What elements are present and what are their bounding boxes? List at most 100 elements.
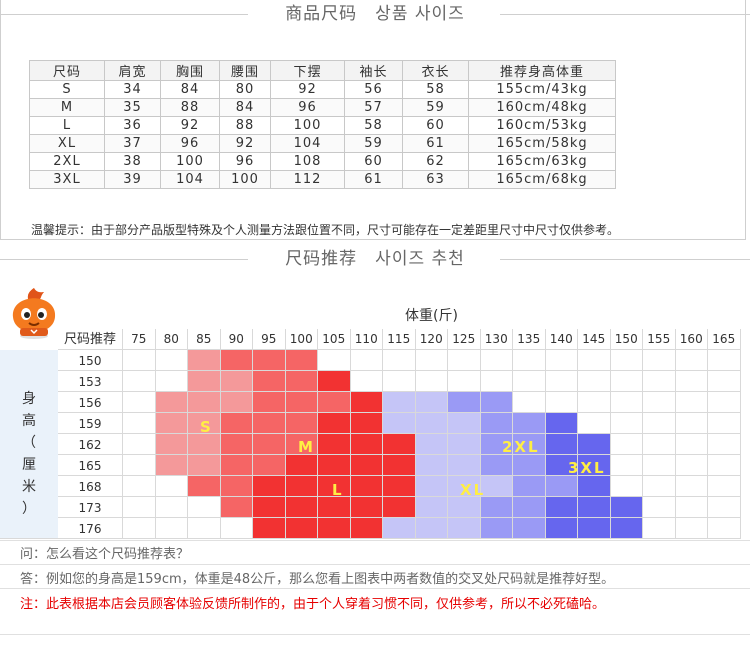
table-cell: 84 <box>160 80 220 99</box>
grid-cell <box>155 350 188 371</box>
size-table-header-cell: 衣长 <box>402 60 469 81</box>
height-label-char: 身 <box>22 391 36 407</box>
table-cell: 38 <box>104 152 161 171</box>
table-cell: 58 <box>344 116 403 135</box>
grid-cell <box>675 497 708 518</box>
grid-cell <box>708 350 741 371</box>
grid-cell <box>350 434 383 455</box>
grid-cell <box>318 455 351 476</box>
grid-cell <box>253 476 286 497</box>
height-label-char: 米 <box>22 479 36 495</box>
table-cell: 92 <box>270 80 345 99</box>
grid-cell <box>578 455 611 476</box>
grid-cell <box>545 497 578 518</box>
grid-cell <box>708 476 741 497</box>
grid-cell <box>708 497 741 518</box>
grid-cell <box>220 350 253 371</box>
grid-cell <box>285 392 318 413</box>
grid-cell <box>123 518 156 539</box>
table-cell: 100 <box>219 170 271 189</box>
height-header-cell: 153 <box>58 371 123 392</box>
grid-cell <box>253 413 286 434</box>
table-cell: 88 <box>160 98 220 117</box>
grid-cell <box>578 518 611 539</box>
grid-cell <box>545 455 578 476</box>
table-cell: 37 <box>104 134 161 153</box>
size-chart-title: 商品尺码 상품 사이즈 <box>0 2 750 26</box>
grid-cell <box>480 455 513 476</box>
height-header-cell: 162 <box>58 434 123 455</box>
grid-cell <box>415 371 448 392</box>
grid-cell <box>220 371 253 392</box>
table-cell: 35 <box>104 98 161 117</box>
height-header-cell: 150 <box>58 350 123 371</box>
height-header-cell: 159 <box>58 413 123 434</box>
table-cell: 104 <box>160 170 220 189</box>
table-cell: 57 <box>344 98 403 117</box>
grid-cell <box>253 497 286 518</box>
grid-cell <box>448 518 481 539</box>
grid-cell <box>513 518 546 539</box>
size-table-header-cell: 腰围 <box>219 60 271 81</box>
grid-cell <box>578 434 611 455</box>
grid-cell <box>253 392 286 413</box>
grid-cell <box>545 434 578 455</box>
grid-cell <box>513 476 546 497</box>
grid-cell <box>350 371 383 392</box>
grid-cell <box>155 518 188 539</box>
grid-cell <box>708 434 741 455</box>
grid-cell <box>578 497 611 518</box>
table-row: M 35 88 84 96 57 59 160cm/48kg <box>29 98 616 117</box>
grid-cell <box>383 350 416 371</box>
grid-cell <box>480 392 513 413</box>
grid-cell <box>610 476 643 497</box>
grid-cell <box>383 392 416 413</box>
grid-cell <box>350 476 383 497</box>
grid-cell <box>643 497 676 518</box>
grid-cell <box>188 371 221 392</box>
table-cell: 108 <box>270 152 345 171</box>
note-text: 注：此表根据本店会员顾客体验反馈所制作的，由于个人穿着习惯不同，仅供参考，所以不… <box>20 597 606 612</box>
grid-cell <box>545 476 578 497</box>
grid-cell <box>188 476 221 497</box>
weight-axis-title: 体重(斤) <box>405 308 458 324</box>
divider <box>0 564 750 565</box>
grid-cell <box>123 392 156 413</box>
weight-header-cell: 165 <box>708 329 741 350</box>
grid-cell <box>415 476 448 497</box>
grid-cell <box>643 413 676 434</box>
grid-cell <box>350 350 383 371</box>
grid-cell <box>123 455 156 476</box>
tip-text: 温馨提示：由于部分产品版型特殊及个人测量方法跟位置不同，尺寸可能存在一定差距里尺… <box>31 223 620 237</box>
grid-cell <box>318 392 351 413</box>
table-cell: 100 <box>270 116 345 135</box>
grid-cell <box>448 455 481 476</box>
grid-cell <box>675 371 708 392</box>
grid-cell <box>610 392 643 413</box>
grid-cell <box>350 455 383 476</box>
grid-cell <box>610 497 643 518</box>
grid-cell <box>155 371 188 392</box>
grid-cell <box>415 518 448 539</box>
grid-cell <box>188 392 221 413</box>
grid-cell <box>188 413 221 434</box>
weight-header-cell: 140 <box>545 329 578 350</box>
table-cell: 92 <box>160 116 220 135</box>
size-table-header-cell: 尺码 <box>29 60 105 81</box>
grid-cell <box>285 371 318 392</box>
grid-cell <box>513 497 546 518</box>
grid-cell <box>383 371 416 392</box>
table-cell: 88 <box>219 116 271 135</box>
grid-cell <box>318 371 351 392</box>
zone-label-3xl: 3XL <box>568 459 606 477</box>
weight-header-cell: 145 <box>578 329 611 350</box>
grid-cell <box>675 455 708 476</box>
grid-cell <box>285 518 318 539</box>
weight-header-cell: 85 <box>188 329 221 350</box>
grid-cell <box>448 392 481 413</box>
grid-cell <box>415 392 448 413</box>
grid-cell <box>383 455 416 476</box>
size-table-header-cell: 肩宽 <box>104 60 161 81</box>
grid-cell <box>188 497 221 518</box>
grid-cell <box>480 350 513 371</box>
